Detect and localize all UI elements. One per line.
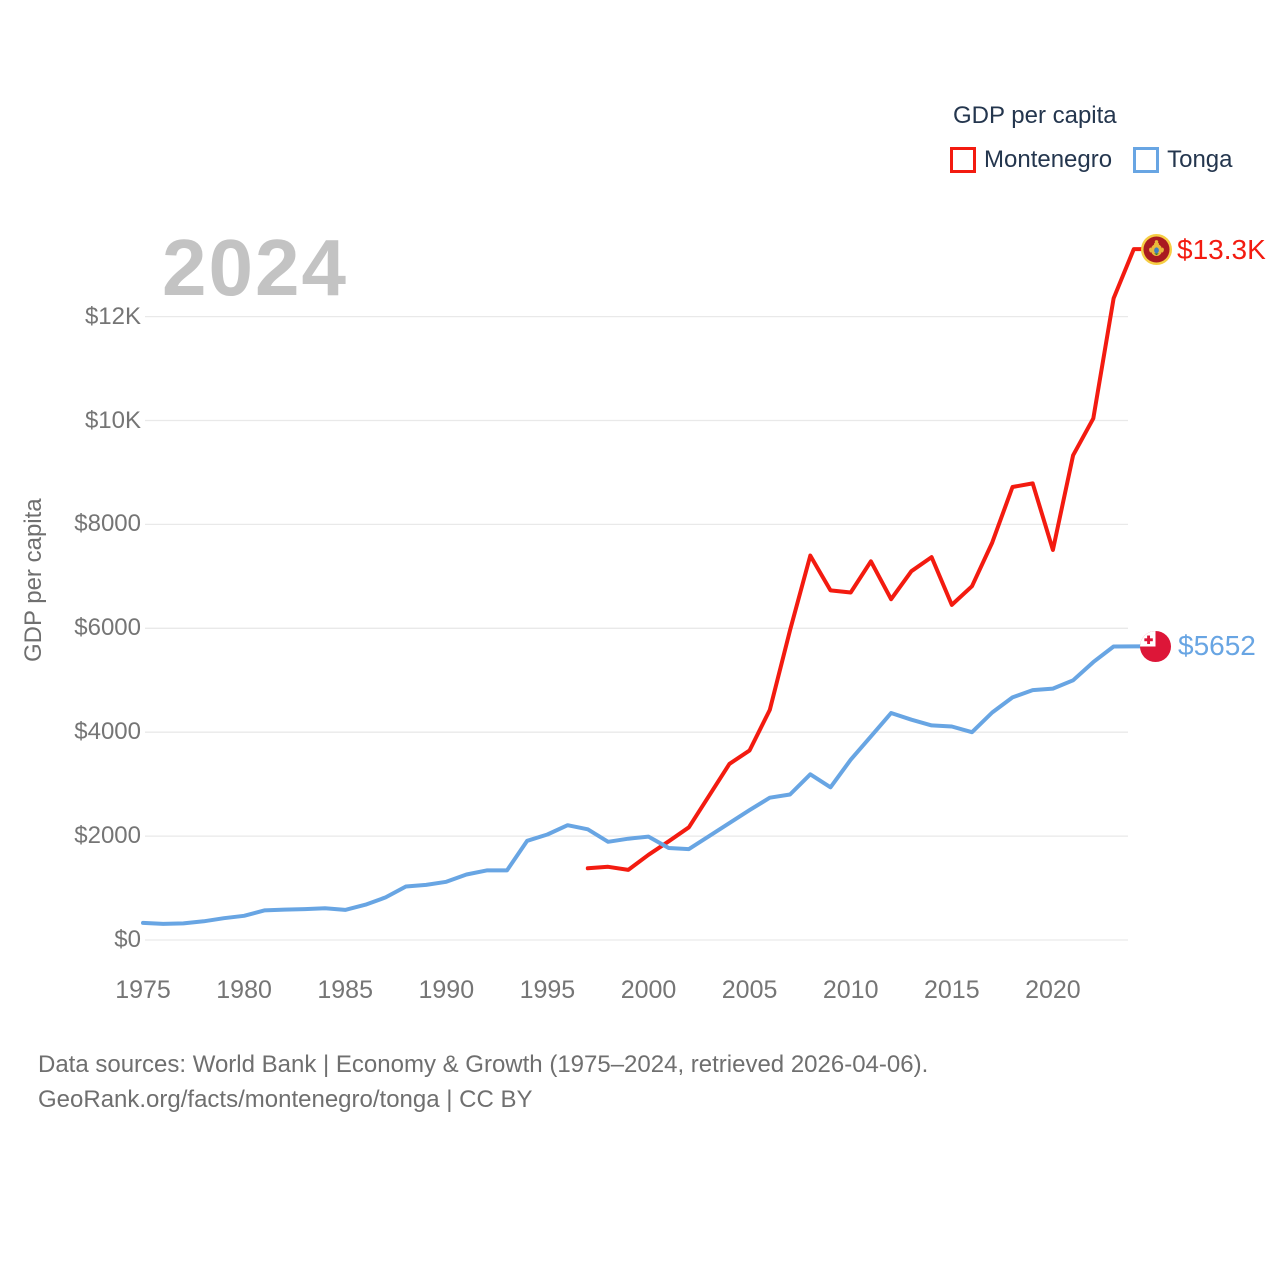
series-line-montenegro[interactable] [585, 247, 1145, 872]
y-tick-label: $6000 [74, 614, 141, 642]
gridlines-layer [145, 315, 1128, 941]
montenegro-swatch-icon [950, 147, 976, 173]
y-tick-label: $10K [84, 406, 141, 434]
tonga-flag-icon [1140, 631, 1171, 662]
y-axis-title: GDP per capita [20, 498, 47, 662]
x-tick-label: 2010 [822, 976, 879, 1004]
y-tick-label: $12K [84, 302, 141, 330]
x-tick-label: 1995 [519, 976, 576, 1004]
legend-item-montenegro[interactable]: Montenegro [950, 146, 1112, 174]
legend-item-label: Montenegro [984, 146, 1113, 173]
legend: GDP per capita Montenegro Tonga [950, 102, 1253, 174]
footer-data-sources: Data sources: World Bank | Economy & Gro… [38, 1051, 929, 1078]
tonga-swatch-icon [1133, 147, 1160, 173]
legend-item-label: Tonga [1167, 146, 1233, 173]
y-tick-label: $8000 [74, 510, 141, 538]
tonga-end-value: $5652 [1178, 630, 1256, 661]
y-tick-label: $4000 [74, 718, 141, 746]
montenegro-flag-icon [1141, 234, 1172, 265]
x-tick-label: 2000 [620, 976, 677, 1004]
legend-title: GDP per capita [953, 102, 1117, 129]
footer-attribution: GeoRank.org/facts/montenegro/tonga | CC … [38, 1086, 533, 1113]
x-tick-label: 2005 [721, 976, 778, 1004]
legend-item-tonga[interactable]: Tonga [1133, 146, 1232, 174]
montenegro-end-value: $13.3K [1177, 234, 1266, 265]
legend-items: Montenegro Tonga [950, 146, 1253, 174]
x-tick-label: 2020 [1025, 976, 1081, 1004]
x-tick-label: 1980 [216, 976, 272, 1004]
x-tick-label: 1975 [115, 976, 171, 1004]
series-layer [141, 247, 1145, 926]
x-tick-label: 1985 [317, 976, 373, 1004]
x-tick-label: 2015 [923, 976, 980, 1004]
watermark-year: 2024 [162, 223, 348, 312]
series-line-tonga[interactable] [141, 644, 1145, 926]
y-tick-label: $0 [114, 926, 141, 953]
x-tick-label: 1990 [418, 976, 475, 1004]
y-tick-label: $2000 [74, 822, 141, 850]
